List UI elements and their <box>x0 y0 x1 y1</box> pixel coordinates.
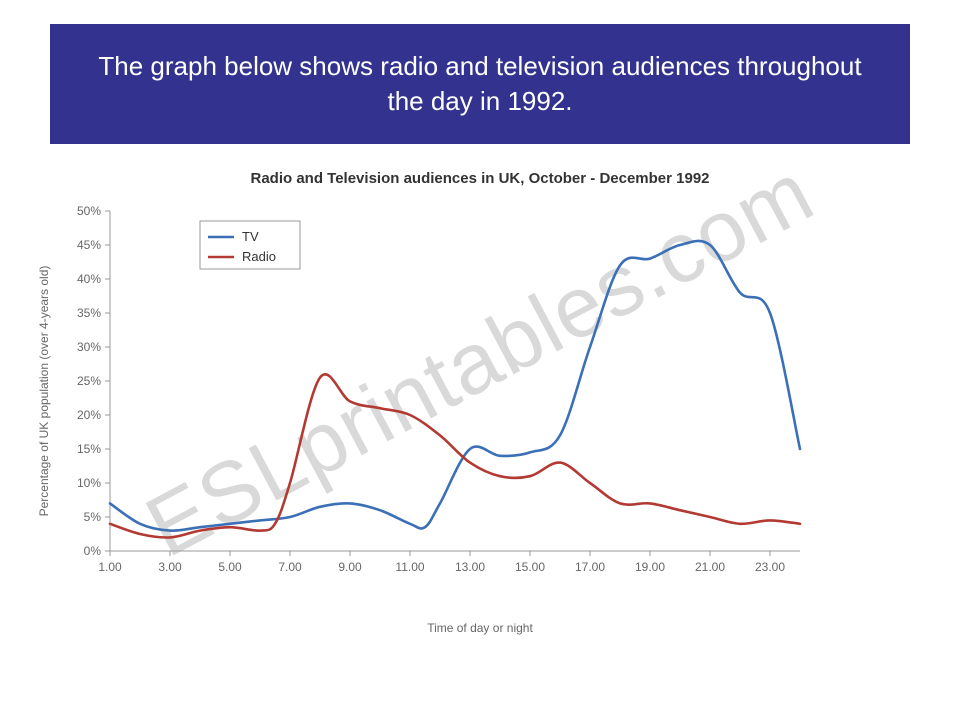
y-axis-label: Percentage of UK population (over 4-year… <box>37 266 51 517</box>
x-axis-label: Time of day or night <box>50 621 910 635</box>
y-tick-label: 40% <box>77 272 101 286</box>
legend-label-tv: TV <box>242 229 259 244</box>
y-tick-label: 50% <box>77 204 101 218</box>
slide-title-text: The graph below shows radio and televisi… <box>90 49 870 119</box>
x-tick-label: 5.00 <box>218 560 242 574</box>
y-tick-label: 20% <box>77 408 101 422</box>
x-tick-label: 19.00 <box>635 560 665 574</box>
legend: TV Radio <box>200 221 300 269</box>
x-tick-label: 17.00 <box>575 560 605 574</box>
chart-title: Radio and Television audiences in UK, Oc… <box>50 170 910 187</box>
y-tick-label: 10% <box>77 476 101 490</box>
x-tick-label: 11.00 <box>395 560 424 574</box>
y-tick-label: 30% <box>77 340 101 354</box>
x-tick-label: 15.00 <box>515 560 545 574</box>
x-tick-label: 9.00 <box>338 560 362 574</box>
series-line-radio <box>110 374 800 537</box>
y-tick-label: 45% <box>77 238 101 252</box>
legend-label-radio: Radio <box>242 249 276 264</box>
x-tick-label: 1.00 <box>98 560 122 574</box>
chart-svg: 0% 5% 10% 15% 20% 25% 30% 35% 40% 45% 50% 1.00 3.00 5… <box>50 201 810 581</box>
slide-title-banner: The graph below shows radio and televisi… <box>50 24 910 144</box>
y-tick-label: 25% <box>77 374 101 388</box>
x-tick-label: 3.00 <box>158 560 182 574</box>
plot-area: Percentage of UK population (over 4-year… <box>50 201 910 581</box>
series-line-tv <box>110 241 800 531</box>
chart-container: Radio and Television audiences in UK, Oc… <box>50 170 910 690</box>
y-tick-label: 15% <box>77 442 101 456</box>
y-tick-label: 35% <box>77 306 101 320</box>
x-tick-label: 7.00 <box>278 560 302 574</box>
x-tick-label: 23.00 <box>755 560 785 574</box>
y-tick-label: 0% <box>84 544 102 558</box>
x-tick-label: 21.00 <box>695 560 725 574</box>
y-tick-label: 5% <box>84 510 102 524</box>
x-tick-label: 13.00 <box>455 560 485 574</box>
